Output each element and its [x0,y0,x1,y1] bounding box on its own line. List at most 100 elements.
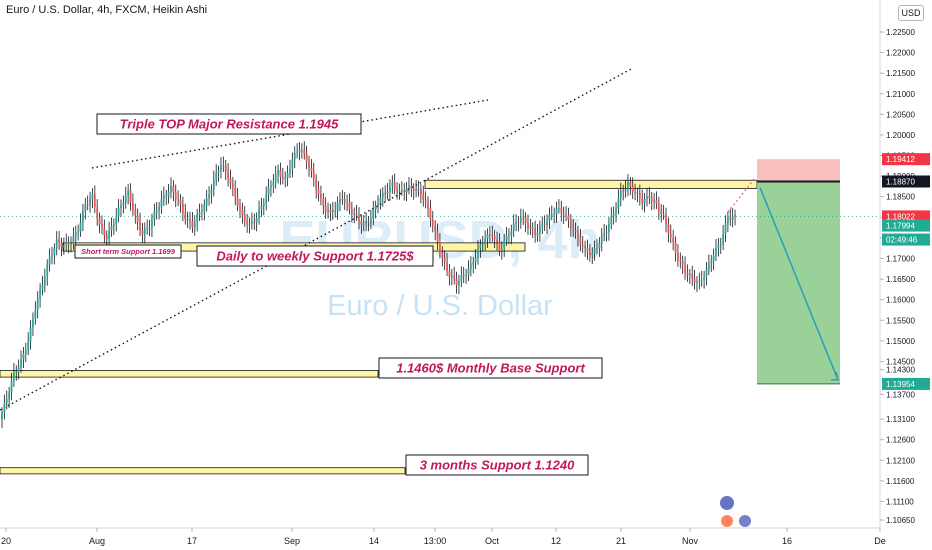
price-badge [882,219,930,232]
candle-body [417,188,420,190]
candle-body [669,233,672,238]
tradingview-icon [720,496,734,510]
candle-body [308,161,310,168]
candle-body [96,207,99,219]
candle-body [236,196,239,206]
candle-body [139,221,141,231]
candle-body [665,214,667,224]
candle-body [177,199,180,201]
candle-body [208,194,210,199]
candle-body [729,217,732,220]
price-badge-label: 1.18022 [886,212,915,221]
support-zone [0,370,379,378]
candle-body [648,195,651,199]
candle-body [684,265,686,273]
candle-body [389,185,391,193]
candle-body [662,214,665,216]
candle-body [505,235,508,241]
chart-title: Euro / U.S. Dollar, 4h, FXCM, Heikin Ash… [6,4,208,16]
y-tick-label: 1.13100 [886,415,915,424]
candle-body [679,260,682,262]
y-tick-label: 1.12100 [886,456,915,465]
candle-body [324,205,327,212]
candle-body [13,371,15,381]
y-tick-label: 1.22000 [886,49,915,58]
candle-body [234,187,237,197]
candle-body [341,199,344,201]
candle-body [327,211,329,213]
candle-body [731,216,734,220]
candle-body [291,159,294,169]
candle-body [553,214,556,216]
candle-body [117,207,120,217]
currency-button[interactable]: USD [898,5,924,21]
candle-body [493,236,496,240]
rising-trendline [0,67,634,411]
daily-weekly-support-label-box [196,245,434,267]
candle-body [548,214,551,221]
y-tick-label: 1.10650 [886,516,915,525]
candle-body [572,227,575,231]
candle-body [657,203,660,212]
y-tick-label: 1.14500 [886,357,915,366]
candle-body [712,255,715,262]
candle-body [196,215,199,223]
candle-body [522,217,525,219]
candle-body [167,192,170,197]
candle-body [489,234,491,236]
candle-body [241,209,244,216]
candle-body [58,239,61,244]
candle-body [686,272,689,275]
candle-body [286,172,289,178]
short-term-support-label-box [74,244,182,259]
candle-body [289,168,291,173]
candle-body [565,215,567,217]
candle-body [224,165,227,172]
triple-top-label-box [96,113,362,135]
candle-body [255,218,258,223]
candle-body [427,201,429,209]
y-tick-label: 1.15000 [886,337,915,346]
candle-body [260,206,263,210]
candle-body [672,237,675,243]
candle-body [303,150,306,154]
candle-body [346,201,348,203]
candle-body [350,209,353,215]
candle-body [120,205,122,208]
candle-body [422,194,425,200]
candle-body [379,197,382,204]
price-badge [882,153,930,166]
candle-body [500,248,503,251]
candle-body [598,243,601,249]
candle-body [77,231,80,233]
candle-body [479,244,482,249]
candle-body [546,220,548,226]
candle-body [477,248,479,258]
x-tick-label: 20 [1,536,11,546]
candle-body [529,227,532,229]
candle-body [112,223,115,227]
candle-body [320,194,322,199]
x-tick-label: 21 [616,536,626,546]
candle-body [707,263,710,270]
candle-body [486,234,489,240]
candle-body [143,228,146,235]
candle-body [717,245,720,249]
candle-body [434,225,437,232]
candle-body [667,223,670,234]
candle-body [627,182,629,189]
three-months-support-label-text: 3 months Support 1.1240 [420,458,575,473]
candle-body [17,367,20,372]
candle-body [101,224,103,228]
candle-body [681,261,684,266]
candle-body [284,177,287,179]
y-tick-label: 1.11100 [886,497,914,506]
candle-body [153,212,156,220]
candle-body [300,149,303,151]
x-tick-label: 13:00 [424,536,447,546]
candle-body [103,227,106,236]
price-badge [882,210,930,223]
candle-body [636,192,639,194]
